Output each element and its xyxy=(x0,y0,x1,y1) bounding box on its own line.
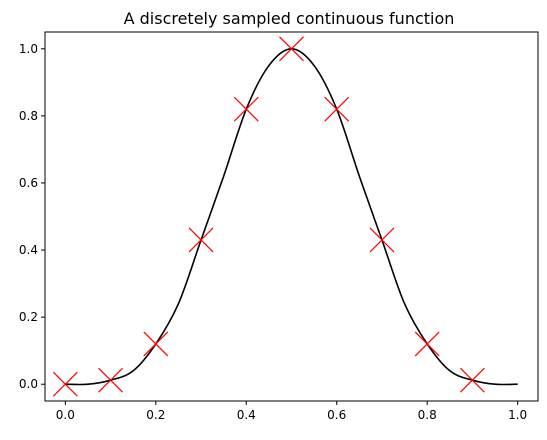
x-tick-label: 0.4 xyxy=(237,408,256,422)
sample-point xyxy=(459,367,485,393)
x-tick-label: 1.0 xyxy=(508,408,527,422)
x-axis: 0.0 0.2 0.4 0.6 0.8 1.0 xyxy=(56,401,527,422)
plot-area xyxy=(52,36,518,397)
sample-point xyxy=(369,227,395,253)
sample-point xyxy=(233,96,259,122)
sample-point xyxy=(188,227,214,253)
sample-point xyxy=(414,331,440,357)
sample-point xyxy=(52,371,78,397)
x-tick-label: 0.8 xyxy=(418,408,437,422)
sample-point xyxy=(279,36,304,62)
sample-point xyxy=(98,367,124,393)
chart-title: A discretely sampled continuous function xyxy=(124,9,455,28)
y-tick-label: 1.0 xyxy=(19,42,38,56)
x-tick-label: 0.0 xyxy=(56,408,75,422)
y-tick-label: 0.0 xyxy=(19,377,38,391)
axes-frame xyxy=(44,31,539,402)
y-tick-label: 0.6 xyxy=(19,176,38,190)
x-tick-label: 0.6 xyxy=(327,408,346,422)
x-tick-label: 0.2 xyxy=(146,408,165,422)
function-line xyxy=(65,47,518,386)
y-tick-label: 0.8 xyxy=(19,109,38,123)
y-tick-label: 0.4 xyxy=(19,243,38,257)
y-tick-label: 0.2 xyxy=(19,310,38,324)
sample-point xyxy=(324,96,350,122)
y-axis: 0.0 0.2 0.4 0.6 0.8 1.0 xyxy=(19,42,45,391)
sample-point xyxy=(143,331,169,357)
